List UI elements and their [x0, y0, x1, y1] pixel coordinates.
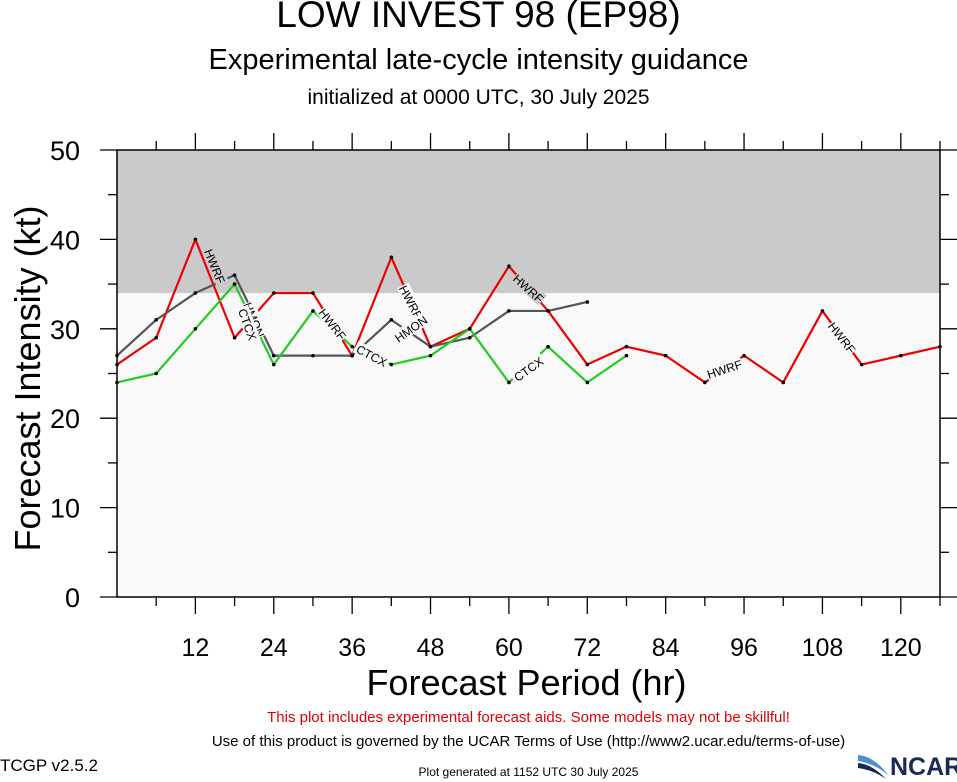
data-point-ctcx	[585, 380, 590, 385]
experimental-warning: This plot includes experimental forecast…	[267, 709, 790, 726]
x-tick-label: 84	[652, 634, 680, 662]
series-label-background	[704, 356, 744, 381]
data-point-hmon	[311, 353, 315, 358]
data-point-hmon	[271, 353, 276, 358]
data-point-ctcx	[350, 344, 354, 349]
x-tick-label: 48	[417, 634, 445, 662]
data-point-hmon	[232, 273, 237, 277]
data-point-ctcx	[271, 362, 276, 367]
data-point-hmon	[585, 300, 590, 304]
data-point-hwrf	[389, 255, 394, 260]
data-point-ctcx	[232, 282, 237, 286]
data-point-hwrf	[742, 353, 746, 358]
data-point-hwrf	[507, 264, 511, 269]
data-point-hwrf	[820, 309, 825, 313]
chart-title: LOW INVEST 98 (EP98)	[276, 0, 681, 35]
chart-subtitle: Experimental late-cycle intensity guidan…	[208, 44, 749, 76]
data-point-hwrf	[703, 380, 707, 385]
data-point-ctcx	[154, 371, 158, 376]
data-point-ctcx	[467, 327, 472, 331]
data-point-ctcx	[311, 309, 315, 313]
y-tick-label: 40	[50, 225, 80, 255]
data-point-hwrf	[311, 291, 315, 295]
data-point-hmon	[467, 335, 472, 340]
data-point-hmon	[428, 344, 433, 349]
data-point-hwrf	[193, 237, 198, 242]
series-label-background	[825, 318, 859, 356]
data-point-hmon	[350, 353, 354, 358]
series-label-background	[391, 312, 430, 345]
data-point-hwrf	[663, 353, 668, 358]
series-label-background	[202, 246, 229, 286]
x-axis-label: Forecast Period (hr)	[366, 662, 686, 703]
data-point-hwrf	[154, 335, 158, 340]
x-tick-label: 12	[181, 634, 209, 662]
terms-of-use-notice: Use of this product is governed by the U…	[211, 733, 846, 750]
generated-time: Plot generated at 1152 UTC 30 July 2025	[418, 765, 639, 779]
y-tick-label: 50	[50, 136, 80, 166]
data-point-hwrf	[859, 362, 864, 367]
ncar-logo-text: NCAR	[890, 753, 957, 781]
x-tick-label: 24	[260, 634, 288, 662]
x-tick-label: 96	[730, 634, 758, 662]
data-point-hmon	[389, 318, 394, 322]
ncar-logo: NCAR	[856, 752, 957, 781]
data-point-hmon	[507, 309, 511, 313]
ncar-swoosh-icon	[858, 755, 889, 779]
data-point-ctcx	[193, 327, 198, 331]
data-point-ctcx	[428, 353, 433, 358]
x-tick-label: 60	[495, 634, 523, 662]
x-tick-label: 108	[802, 634, 844, 662]
y-axis-label: Forecast Intensity (kt)	[7, 205, 48, 551]
x-tick-label: 120	[880, 634, 922, 662]
y-tick-label: 30	[50, 315, 80, 345]
initialization-time: initialized at 0000 UTC, 30 July 2025	[307, 86, 650, 109]
data-point-ctcx	[389, 362, 394, 367]
data-point-hwrf	[899, 353, 903, 358]
data-point-hmon	[546, 309, 550, 313]
intensity-band-1	[117, 150, 940, 294]
series-label-background	[510, 271, 547, 306]
x-tick-label: 36	[338, 634, 366, 662]
y-tick-label: 20	[50, 404, 80, 434]
data-point-hwrf	[624, 344, 629, 349]
version-label: TCGP v2.5.2	[0, 756, 98, 775]
data-point-hwrf	[585, 362, 590, 367]
series-label-background	[352, 340, 392, 370]
series-label-background	[396, 282, 426, 322]
y-tick-label: 10	[50, 494, 80, 524]
band-label-ts: TS	[157, 125, 179, 144]
data-point-ctcx	[507, 380, 511, 385]
series-label-background	[509, 352, 548, 385]
data-point-ctcx	[546, 344, 550, 349]
y-tick-label: 0	[65, 583, 80, 613]
x-tick-label: 72	[573, 634, 601, 662]
intensity-band-0	[117, 293, 940, 597]
data-point-hwrf	[271, 291, 276, 295]
data-point-hwrf	[232, 335, 237, 340]
data-point-hmon	[193, 291, 198, 295]
series-label-background	[316, 305, 350, 343]
data-point-hmon	[154, 318, 158, 322]
series-label-background	[235, 304, 261, 344]
data-point-ctcx	[624, 353, 629, 358]
data-point-hwrf	[781, 380, 786, 385]
